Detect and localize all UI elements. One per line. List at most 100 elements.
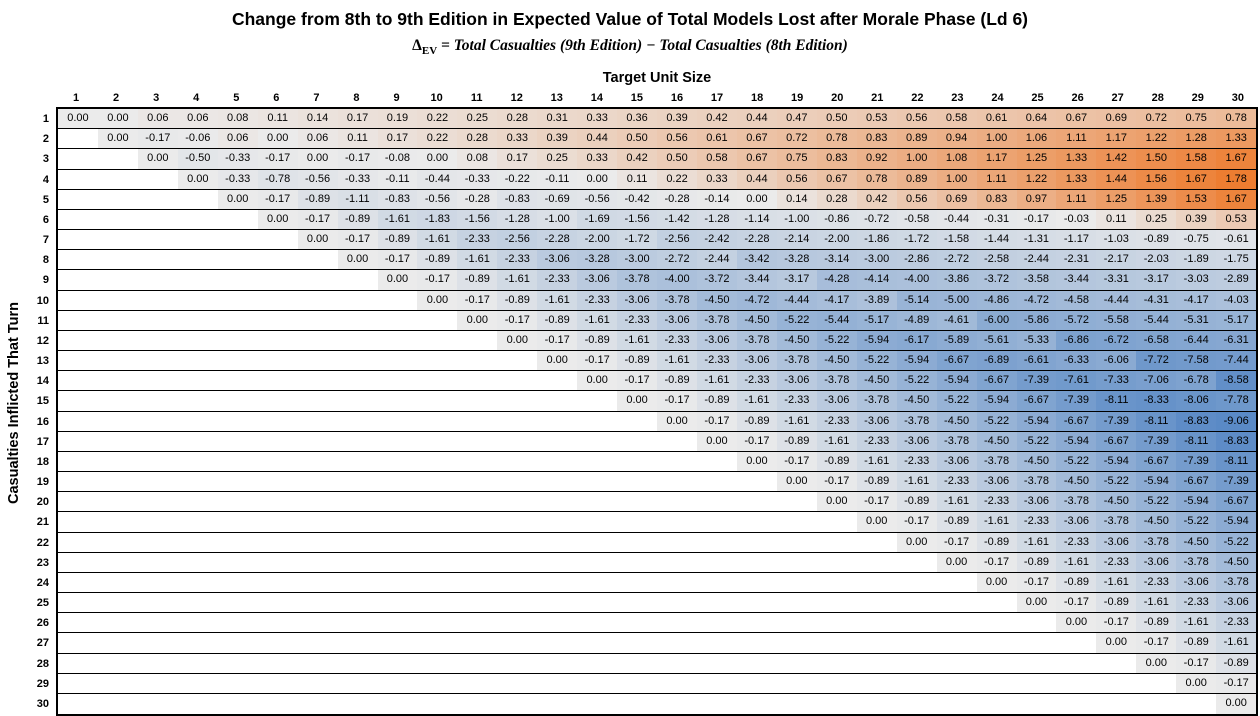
heatmap-cell: -1.75	[1216, 250, 1257, 270]
heatmap-cell: 0.83	[816, 149, 857, 169]
empty-cell	[257, 492, 298, 512]
empty-cell	[217, 653, 258, 673]
empty-cell	[417, 351, 458, 371]
row-header: 1	[42, 113, 49, 125]
empty-cell	[177, 209, 218, 230]
empty-cell	[337, 673, 378, 693]
heatmap-cell: -7.61	[1056, 371, 1097, 391]
heatmap-cell: -0.89	[1216, 653, 1257, 673]
heatmap-cell: -2.33	[697, 351, 737, 371]
heatmap-cell: -3.06	[1096, 532, 1137, 552]
heatmap-cell: -0.17	[657, 391, 697, 411]
empty-cell	[537, 673, 578, 693]
heatmap-cell: -0.44	[417, 169, 458, 189]
heatmap-cell: 0.61	[976, 109, 1017, 129]
empty-cell	[697, 693, 737, 715]
heatmap-cell: -3.58	[1016, 270, 1057, 290]
empty-cell	[457, 512, 498, 532]
heatmap-cell: 0.89	[896, 169, 937, 189]
empty-cell	[137, 431, 178, 451]
heatmap-cell: -0.56	[577, 189, 618, 209]
empty-cell	[497, 653, 538, 673]
heatmap-row: 0.00 -0.17 -0.89 -1.61 -2.33 -3.06 -3.78 -4.50-…	[58, 512, 1257, 533]
formula-subscript: EV	[421, 45, 438, 58]
empty-cell	[697, 613, 737, 633]
empty-cell	[58, 209, 98, 230]
empty-cell	[417, 330, 458, 351]
row-header: 29	[36, 677, 49, 690]
empty-cell	[617, 633, 658, 653]
heatmap-cell: 0.42	[617, 149, 658, 169]
row-header: 15	[36, 395, 49, 408]
empty-cell	[297, 270, 338, 290]
empty-cell	[217, 492, 258, 512]
heatmap-cell: -2.33	[856, 431, 897, 451]
heatmap-cell: 0.36	[617, 109, 658, 129]
empty-cell	[736, 532, 777, 552]
empty-cell	[497, 472, 538, 492]
heatmap-cell: -6.86	[1056, 330, 1097, 351]
heatmap-cell: -8.11	[1096, 391, 1137, 411]
empty-cell	[137, 209, 178, 230]
heatmap-cell: -0.11	[377, 169, 418, 189]
empty-cell	[337, 330, 378, 351]
heatmap-cell: -1.61	[1096, 572, 1137, 593]
row-header: 16	[36, 415, 49, 428]
heatmap-cell: 1.06	[1016, 129, 1057, 149]
heatmap-cell: -1.44	[976, 230, 1017, 250]
empty-cell	[177, 593, 218, 613]
empty-cell	[257, 633, 298, 653]
column-header: 15	[630, 92, 644, 104]
empty-cell	[1056, 693, 1097, 715]
heatmap-cell: -3.78	[1136, 532, 1177, 552]
empty-cell	[736, 653, 777, 673]
heatmap-cell: -5.94	[1056, 431, 1097, 451]
heatmap-cell: -0.17	[856, 492, 897, 512]
heatmap-cell: -5.94	[936, 371, 977, 391]
row-header: 9	[42, 274, 49, 287]
empty-cell	[497, 673, 538, 693]
heatmap-cell: 1.33	[1056, 149, 1097, 169]
empty-cell	[257, 552, 298, 572]
heatmap-cell: 0.00	[577, 169, 618, 189]
empty-cell	[457, 693, 498, 715]
empty-cell	[58, 512, 98, 532]
empty-cell	[697, 653, 737, 673]
empty-cell	[177, 472, 218, 492]
heatmap-cell: -0.89	[457, 270, 498, 290]
heatmap-cell: -1.61	[776, 411, 817, 431]
empty-cell	[58, 492, 98, 512]
heatmap-cell: 0.44	[577, 129, 618, 149]
heatmap-cell: -1.61	[417, 230, 458, 250]
empty-cell	[217, 633, 258, 653]
empty-cell	[457, 371, 498, 391]
empty-cell	[137, 552, 178, 572]
heatmap-cell: -2.33	[537, 270, 578, 290]
empty-cell	[177, 310, 218, 330]
heatmap-cell: -2.33	[896, 451, 937, 472]
heatmap-cell: -0.33	[457, 169, 498, 189]
empty-cell	[497, 552, 538, 572]
empty-cell	[297, 290, 338, 310]
row-header: 3	[42, 153, 49, 166]
heatmap-cell: 1.11	[1056, 189, 1097, 209]
empty-cell	[657, 693, 697, 715]
column-headers: 1 2 3 4 5 6 7 8 9 10 11 12 13 14 15 16 17 18 19 20 21 22 23 24 2…	[56, 90, 1258, 107]
heatmap-cell: 0.94	[936, 129, 977, 149]
heatmap-cell: 0.78	[1216, 109, 1257, 129]
heatmap-cell: -0.75	[1176, 230, 1217, 250]
heatmap-cell: 0.28	[457, 129, 498, 149]
heatmap-cell: -0.17	[377, 250, 418, 270]
heatmap-cell: -2.44	[697, 250, 737, 270]
empty-cell	[1096, 653, 1137, 673]
heatmap-cell: -3.78	[936, 431, 977, 451]
empty-cell	[337, 492, 378, 512]
heatmap-cell: -1.42	[657, 209, 697, 230]
empty-cell	[1056, 673, 1097, 693]
empty-cell	[936, 613, 977, 633]
empty-cell	[657, 552, 697, 572]
empty-cell	[417, 512, 458, 532]
empty-cell	[337, 512, 378, 532]
empty-cell	[97, 351, 138, 371]
heatmap-cell: -0.17	[617, 371, 658, 391]
